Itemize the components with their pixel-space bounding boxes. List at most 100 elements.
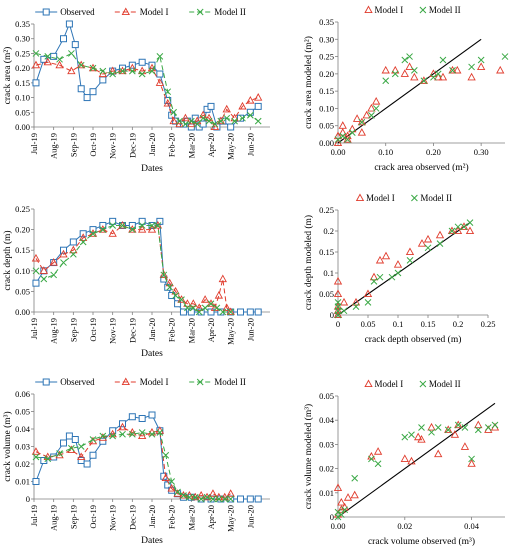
data-point xyxy=(444,426,452,434)
series-model1 xyxy=(333,62,505,147)
data-point xyxy=(418,424,425,431)
data-point xyxy=(43,57,52,66)
data-point xyxy=(417,435,426,443)
x-axis-title: crack volume observed (m³) xyxy=(368,536,475,547)
data-point xyxy=(187,117,195,125)
x-tick-label: Jul-19 xyxy=(29,133,39,154)
y-tick-label: 0.05 xyxy=(15,107,30,117)
y-tick-label: 0.00 xyxy=(319,138,334,148)
x-tick-label: 0.25 xyxy=(481,319,496,329)
y-tick-label: 0.20 xyxy=(15,63,30,73)
x-tick-label: Oct-19 xyxy=(88,133,98,157)
legend-marker xyxy=(355,193,365,202)
legend-marker xyxy=(419,6,427,14)
data-point xyxy=(343,131,352,140)
x-tick-label: Aug-19 xyxy=(49,318,59,344)
data-point xyxy=(83,460,91,468)
y-axis-title: crack depth (m) xyxy=(2,230,13,290)
chart-1-timeseries: 0.00 0.05 0.10 0.15 0.20 0.25 0.30 0.35 Jul-19 Au… xyxy=(2,7,270,174)
series-line xyxy=(35,52,259,125)
data-point xyxy=(410,67,418,74)
data-point xyxy=(214,290,224,299)
series-model2 xyxy=(32,222,235,316)
data-point xyxy=(182,120,189,128)
x-tick-label: Dec-19 xyxy=(127,505,137,530)
data-point xyxy=(239,114,246,122)
data-point xyxy=(187,308,195,316)
data-point xyxy=(363,289,373,298)
data-point xyxy=(99,226,107,233)
y-tick-label: 0.03 xyxy=(319,439,334,449)
data-point xyxy=(373,447,383,455)
data-point xyxy=(337,505,346,513)
data-point xyxy=(55,60,64,69)
data-point xyxy=(434,72,443,81)
legend-label: Model I xyxy=(140,377,169,387)
data-point xyxy=(459,222,469,230)
data-point xyxy=(147,225,157,233)
y-tick-label: 0.10 xyxy=(319,103,334,113)
data-point xyxy=(148,411,156,419)
data-point xyxy=(419,76,429,84)
data-point xyxy=(163,98,172,107)
legend-label: Model I xyxy=(140,7,169,17)
x-axis-title: Dates xyxy=(141,536,163,546)
data-point xyxy=(79,238,87,246)
data-point xyxy=(460,223,468,231)
legend-marker xyxy=(196,8,204,16)
legend-marker xyxy=(42,378,50,386)
y-tick-label: 0.01 xyxy=(15,477,30,487)
data-point xyxy=(77,452,86,461)
data-point xyxy=(394,269,402,277)
data-point xyxy=(333,483,343,492)
x-axis-title: crack depth observed (m) xyxy=(365,334,462,345)
data-point xyxy=(69,245,78,254)
data-point xyxy=(484,424,492,431)
data-point xyxy=(60,259,67,266)
data-point xyxy=(128,67,136,75)
data-point xyxy=(88,63,98,72)
data-point xyxy=(191,493,199,501)
data-point xyxy=(180,492,187,499)
data-point xyxy=(40,55,48,63)
x-tick-label: Sep-19 xyxy=(68,318,78,342)
data-point xyxy=(160,271,168,279)
data-point xyxy=(156,217,164,225)
data-point xyxy=(408,431,415,439)
data-point xyxy=(170,108,177,116)
series-observed xyxy=(32,217,262,316)
data-point xyxy=(32,478,40,485)
x-tick-label: Dec-19 xyxy=(127,318,137,343)
chart-2-scatter: 0.00 0.05 0.10 0.15 0.20 0.25 0.30 0.35 0.00 0.10… xyxy=(303,5,509,173)
data-point xyxy=(406,257,414,264)
x-tick-label: 0.00 xyxy=(331,147,346,157)
data-point xyxy=(334,136,342,143)
y-axis-title: crack volume (m³) xyxy=(2,411,13,481)
data-point xyxy=(454,223,462,231)
series-line xyxy=(35,414,259,500)
data-point xyxy=(200,295,210,303)
data-point xyxy=(40,457,48,464)
data-point xyxy=(401,56,409,64)
data-point xyxy=(467,72,476,81)
series-model1 xyxy=(333,222,475,319)
data-point xyxy=(449,67,456,74)
data-point xyxy=(109,217,117,225)
x-tick-label: Aug-19 xyxy=(49,505,59,531)
data-point xyxy=(119,430,126,438)
series-model1 xyxy=(333,420,500,518)
data-point xyxy=(138,70,146,78)
legend-label: Model I xyxy=(366,193,395,203)
data-point xyxy=(344,136,351,143)
data-point xyxy=(50,271,58,279)
data-point xyxy=(333,310,343,319)
data-point xyxy=(186,493,193,501)
data-point xyxy=(67,66,76,75)
legend-label: Model I xyxy=(375,379,404,389)
y-tick-label: 0.00 xyxy=(15,122,30,132)
data-point xyxy=(165,278,174,287)
data-point xyxy=(227,123,235,131)
data-point xyxy=(226,307,235,316)
series-observed xyxy=(32,411,262,503)
x-tick-label: Oct-19 xyxy=(88,318,98,342)
